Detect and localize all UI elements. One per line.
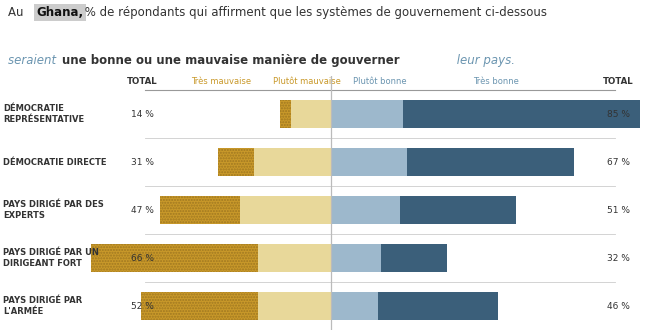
Bar — [141, 292, 258, 320]
Bar — [258, 244, 330, 272]
Text: PAYS DIRIGÉ PAR
L'ARMÉE: PAYS DIRIGÉ PAR L'ARMÉE — [3, 296, 83, 316]
Bar — [91, 244, 258, 272]
Bar — [160, 196, 240, 224]
Bar — [330, 244, 381, 272]
Bar — [330, 196, 400, 224]
Text: Au: Au — [8, 6, 31, 19]
Text: 47 %: 47 % — [131, 206, 153, 214]
Bar — [330, 292, 378, 320]
Text: TOTAL: TOTAL — [127, 78, 157, 86]
Text: 67 %: 67 % — [607, 158, 629, 167]
Text: 32 %: 32 % — [607, 253, 629, 263]
Text: 52 %: 52 % — [131, 302, 153, 311]
Text: % de répondants qui affirment que les systèmes de gouvernement ci-dessous: % de répondants qui affirment que les sy… — [81, 6, 547, 19]
Text: 51 %: 51 % — [607, 206, 629, 214]
Text: PAYS DIRIGÉ PAR UN
DIRIGEANT FORT: PAYS DIRIGÉ PAR UN DIRIGEANT FORT — [3, 248, 99, 268]
Text: 14 %: 14 % — [131, 110, 153, 119]
Text: Très bonne: Très bonne — [473, 78, 519, 86]
Text: Ghana,: Ghana, — [36, 6, 83, 19]
Text: Plutôt mauvaise: Plutôt mauvaise — [274, 78, 341, 86]
Text: PAYS DIRIGÉ PAR DES
EXPERTS: PAYS DIRIGÉ PAR DES EXPERTS — [3, 200, 104, 220]
Bar — [403, 100, 640, 128]
Text: 66 %: 66 % — [131, 253, 153, 263]
Text: Plutôt bonne: Plutôt bonne — [353, 78, 407, 86]
Text: 46 %: 46 % — [607, 302, 629, 311]
Bar — [240, 196, 330, 224]
Bar — [407, 148, 574, 176]
Bar — [378, 292, 498, 320]
Text: seraient: seraient — [8, 54, 59, 67]
Text: Très mauvaise: Très mauvaise — [192, 78, 251, 86]
Bar — [400, 196, 516, 224]
Bar — [254, 148, 330, 176]
Bar — [160, 196, 240, 224]
Bar — [218, 148, 254, 176]
Text: 85 %: 85 % — [607, 110, 629, 119]
Text: DÉMOCRATIE
REPRÉSENTATIVE: DÉMOCRATIE REPRÉSENTATIVE — [3, 104, 85, 124]
Text: DÉMOCRATIE DIRECTE: DÉMOCRATIE DIRECTE — [3, 158, 107, 167]
Bar — [218, 148, 254, 176]
Bar — [330, 148, 407, 176]
Text: TOTAL: TOTAL — [603, 78, 633, 86]
Text: 31 %: 31 % — [131, 158, 153, 167]
Bar — [330, 100, 403, 128]
Text: une bonne ou une mauvaise manière de gouverner: une bonne ou une mauvaise manière de gou… — [62, 54, 400, 67]
Bar — [280, 100, 291, 128]
Bar — [258, 292, 330, 320]
Text: leur pays.: leur pays. — [453, 54, 516, 67]
Bar — [291, 100, 330, 128]
Bar — [141, 292, 258, 320]
Bar — [381, 244, 447, 272]
Bar — [280, 100, 291, 128]
Bar — [91, 244, 258, 272]
